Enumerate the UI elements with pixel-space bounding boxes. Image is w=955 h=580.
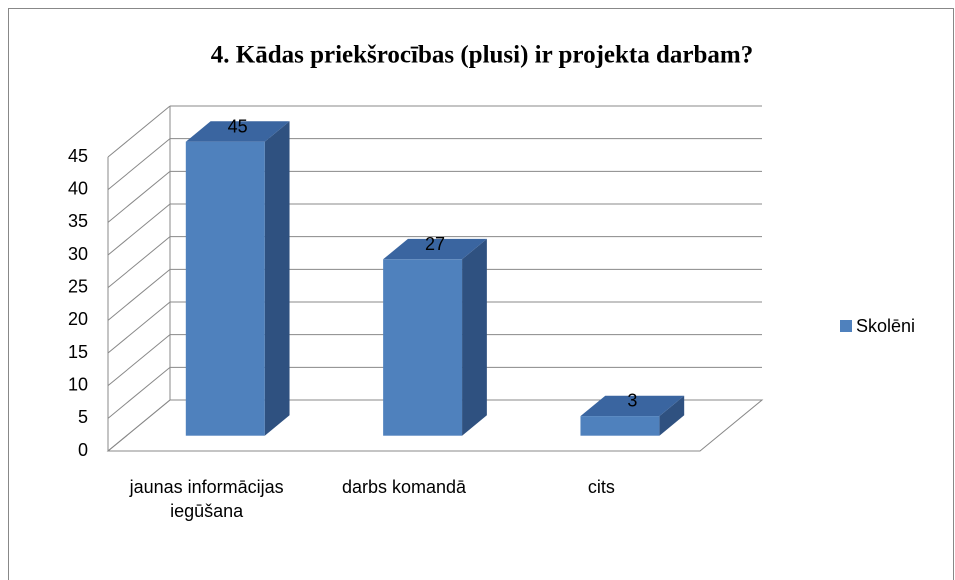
bar-top bbox=[383, 238, 487, 260]
grid-line bbox=[107, 399, 171, 452]
grid-line bbox=[107, 105, 171, 158]
value-label: 27 bbox=[425, 234, 445, 254]
value-label: 3 bbox=[627, 391, 637, 411]
bar-front bbox=[383, 259, 463, 436]
value-label: 45 bbox=[228, 116, 248, 136]
bar-top bbox=[580, 395, 685, 417]
grid-line bbox=[107, 138, 171, 191]
bar bbox=[185, 121, 290, 436]
bar bbox=[580, 395, 685, 436]
grid-line bbox=[107, 203, 171, 256]
bar-front bbox=[185, 141, 265, 436]
grid-line bbox=[107, 366, 171, 419]
y-tick-label: 45 bbox=[68, 146, 88, 166]
bar-side bbox=[659, 395, 685, 436]
x-tick-label: darbs komandā bbox=[341, 477, 467, 497]
grid-line bbox=[107, 334, 171, 387]
y-tick-label: 10 bbox=[68, 374, 88, 394]
y-tick-label: 0 bbox=[78, 440, 88, 460]
x-tick-label-box: jaunas informācijas iegūšana bbox=[129, 477, 284, 521]
y-tick-label: 5 bbox=[78, 407, 88, 427]
x-tick-label: jaunas informācijas iegūšana bbox=[129, 477, 284, 521]
grid-line bbox=[107, 301, 171, 354]
x-tick-label-box: darbs komandā bbox=[341, 477, 467, 497]
grid-line bbox=[107, 170, 171, 223]
bar-side bbox=[462, 238, 487, 436]
legend-swatch bbox=[840, 320, 852, 332]
bar-front bbox=[580, 416, 660, 436]
y-tick-label: 40 bbox=[68, 178, 88, 198]
bar-top bbox=[185, 121, 290, 142]
y-tick-label: 25 bbox=[68, 276, 88, 296]
chart-title: 4. Kādas priekšrocības (plusi) ir projek… bbox=[211, 42, 753, 69]
y-tick-label: 35 bbox=[68, 211, 88, 231]
grid-line bbox=[107, 236, 171, 289]
bar-side bbox=[264, 121, 290, 436]
x-tick-label-box: cits bbox=[587, 477, 615, 497]
bar bbox=[383, 238, 487, 436]
grid-line bbox=[107, 268, 171, 321]
legend-label: Skolēni bbox=[856, 316, 915, 336]
y-tick-label: 30 bbox=[68, 244, 88, 264]
y-tick-label: 15 bbox=[68, 342, 88, 362]
y-tick-label: 20 bbox=[68, 309, 88, 329]
x-tick-label: cits bbox=[587, 477, 615, 497]
